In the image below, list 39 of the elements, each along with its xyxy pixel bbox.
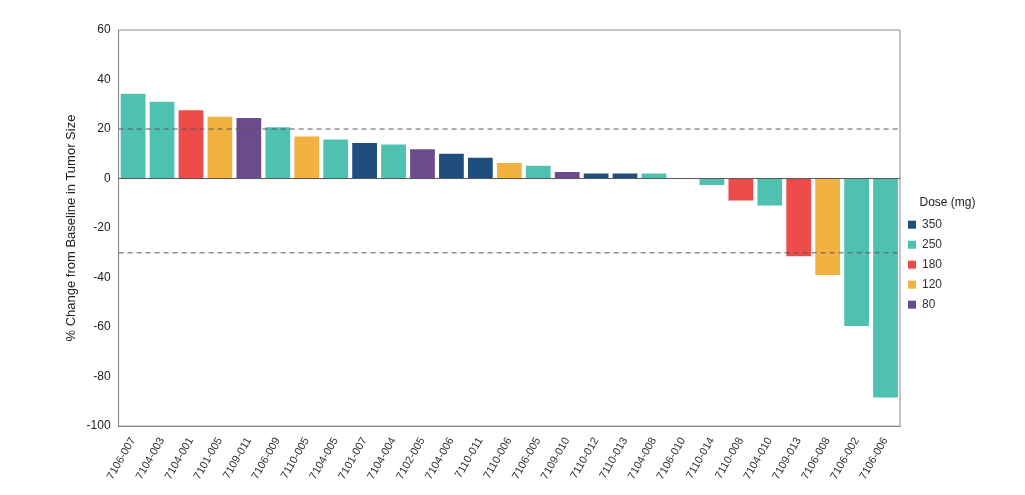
y-axis-title: % Change from Baseline in Tumor Size bbox=[63, 114, 79, 342]
y-tick-label: -100 bbox=[86, 418, 111, 433]
legend-label: 80 bbox=[922, 297, 936, 312]
bar bbox=[757, 178, 783, 206]
legend-label: 180 bbox=[922, 257, 943, 272]
bar bbox=[468, 157, 493, 179]
bar bbox=[873, 178, 898, 398]
y-tick-label: -40 bbox=[93, 269, 111, 284]
bar bbox=[699, 178, 725, 185]
y-tick-label: 0 bbox=[103, 170, 111, 185]
bar bbox=[120, 93, 146, 179]
bar bbox=[410, 149, 435, 179]
legend-label: 120 bbox=[922, 277, 943, 292]
y-tick-label: -60 bbox=[93, 319, 111, 334]
bar bbox=[178, 110, 204, 179]
bar bbox=[525, 165, 551, 179]
y-tick-label: -20 bbox=[93, 220, 111, 235]
bar bbox=[265, 127, 291, 179]
bar bbox=[207, 116, 233, 179]
bar bbox=[844, 178, 869, 327]
bar bbox=[496, 162, 522, 179]
bar bbox=[236, 117, 262, 179]
y-tick-label: 20 bbox=[97, 121, 111, 136]
y-tick-label: 60 bbox=[97, 22, 111, 37]
bar bbox=[439, 153, 464, 179]
bar bbox=[149, 101, 175, 179]
y-tick-label: -80 bbox=[93, 368, 111, 383]
legend-label: 350 bbox=[922, 217, 943, 232]
bar bbox=[786, 178, 812, 257]
legend-title: Dose (mg) bbox=[919, 194, 976, 209]
bar bbox=[294, 136, 320, 179]
bar bbox=[554, 172, 580, 179]
bar bbox=[728, 178, 754, 201]
y-tick-label: 40 bbox=[97, 71, 111, 86]
legend-label: 250 bbox=[922, 237, 943, 252]
bar bbox=[352, 142, 377, 179]
bar bbox=[381, 144, 406, 179]
bar bbox=[815, 178, 841, 276]
bar bbox=[323, 139, 349, 179]
